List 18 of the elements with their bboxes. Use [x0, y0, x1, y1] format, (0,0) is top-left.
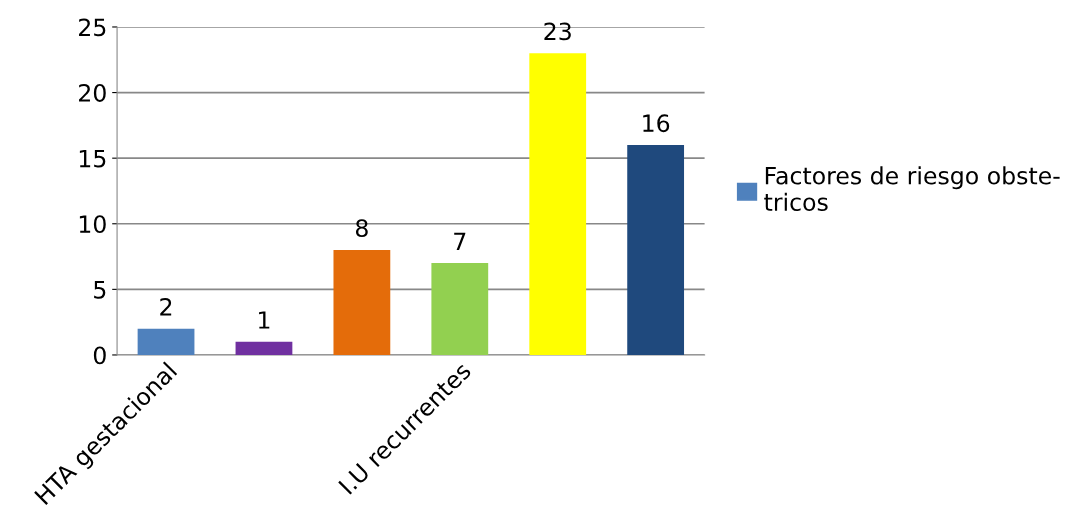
data-label: 23 [544, 22, 571, 41]
legend-label: Factores de riesgo obste- tricos [764, 166, 1060, 212]
bar [627, 145, 685, 355]
data-label: 1 [259, 311, 270, 329]
bar [235, 341, 293, 355]
y-tick-label: 25 [79, 18, 106, 37]
bar [333, 250, 391, 355]
y-tick-label: 5 [94, 281, 106, 299]
y-tick-label: 10 [79, 215, 106, 234]
y-tick-label: 15 [79, 149, 106, 168]
bar [529, 53, 587, 355]
bar [137, 328, 195, 355]
data-label: 16 [643, 114, 670, 133]
bar [431, 263, 489, 355]
y-tick-label: 20 [79, 84, 106, 102]
data-label: 8 [355, 219, 368, 238]
data-label: 7 [454, 232, 466, 250]
data-label: 2 [160, 297, 172, 316]
